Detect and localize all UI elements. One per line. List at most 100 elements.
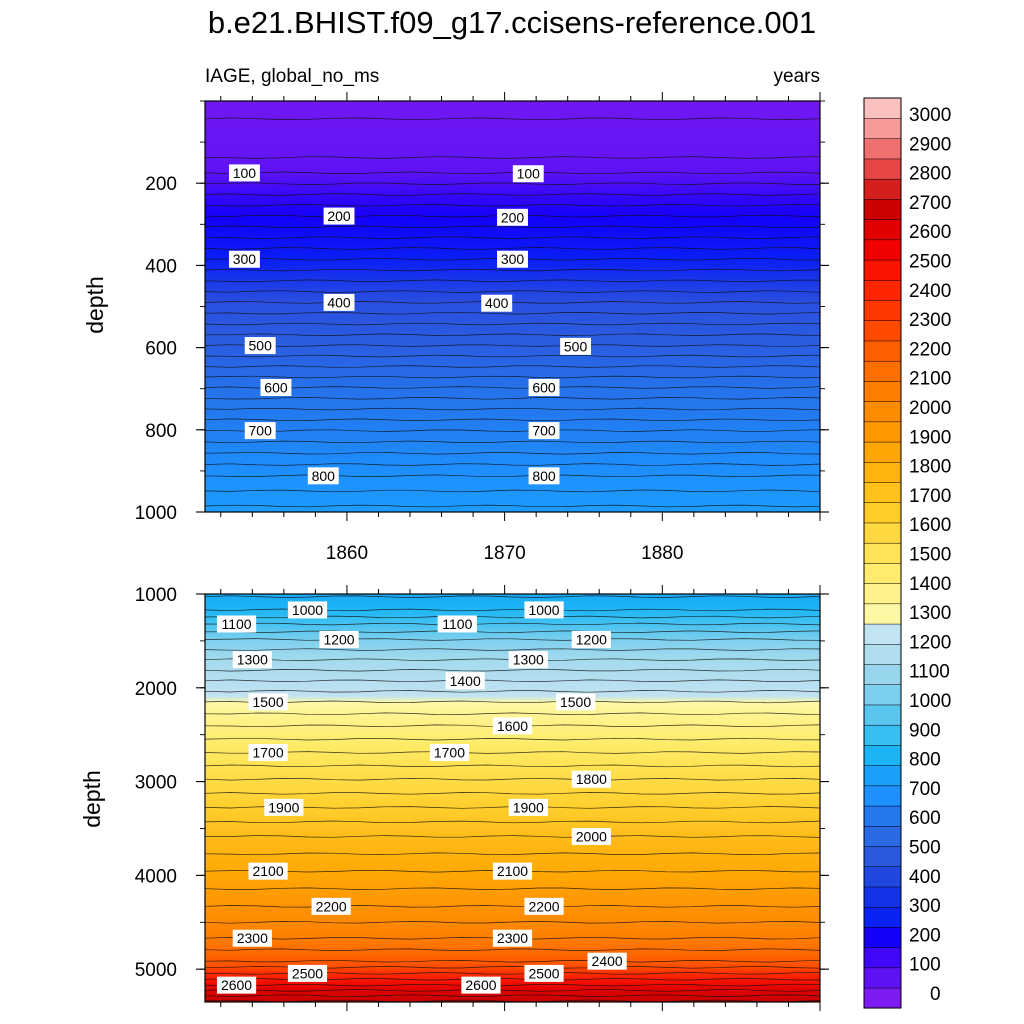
contour-line: [204, 737, 821, 741]
contour-label-box: [319, 630, 359, 648]
contour-label-box: [528, 467, 560, 485]
colorbar-tick-label: 2900: [909, 134, 951, 155]
y-tick-label: 600: [145, 339, 177, 360]
contour-label-text: 1200: [323, 631, 354, 647]
contour-label-box: [571, 770, 611, 788]
contour-label: 200: [323, 207, 355, 225]
colorbar-box: [863, 219, 902, 241]
colorbar-tick-label: 800: [909, 750, 941, 771]
top-y-axis-label: depth: [82, 276, 108, 334]
colorbar-tick-label: 2300: [909, 310, 951, 331]
colorbar-tick-label: 600: [909, 808, 941, 829]
colorbar-box: [863, 603, 902, 625]
colorbar-tick-label: 700: [909, 779, 941, 800]
contour-label-text: 400: [327, 294, 351, 310]
contour-line: [204, 386, 821, 389]
colorbar-box: [863, 623, 902, 645]
contour-line: [204, 921, 821, 924]
contour-line: [204, 397, 821, 400]
contour-label-text: 1100: [442, 616, 472, 632]
contour-label-text: 300: [233, 251, 257, 267]
contour-label-text: 1000: [528, 602, 559, 618]
contour-label-box: [228, 164, 260, 182]
contour-label-text: 700: [532, 423, 556, 439]
contour-label-text: 1700: [252, 745, 283, 761]
colorbar-box: [863, 643, 902, 665]
contour-line: [204, 279, 820, 283]
colorbar-box: [863, 259, 902, 281]
contour-label-text: 1300: [513, 652, 544, 668]
contour-label-box: [445, 672, 485, 690]
colorbar-tick-label: 2200: [909, 339, 951, 360]
contour-label-text: 1500: [252, 694, 283, 710]
colorbar-tick-label: 2600: [909, 222, 951, 243]
contour-label-text: 2400: [592, 953, 623, 969]
contour-label-box: [323, 207, 355, 225]
contour-line: [204, 407, 821, 411]
contour-label-box: [481, 294, 513, 312]
y-tick-label: 1000: [135, 585, 177, 606]
contour-line: [204, 322, 821, 326]
contour-label-box: [437, 615, 477, 633]
contour-label: 2100: [492, 862, 533, 880]
contour-line: [204, 451, 821, 455]
contour-label: 1500: [248, 693, 288, 711]
contour-label: 2000: [571, 827, 611, 845]
contour-label-box: [323, 293, 355, 311]
contour-label-box: [528, 422, 560, 440]
y-tick-label: 800: [145, 421, 177, 442]
contour-label-text: 2600: [221, 977, 252, 993]
left-subtitle: IAGE, global_no_ms: [205, 66, 379, 87]
contour-label-text: 1800: [576, 771, 607, 787]
contour-line: [204, 792, 821, 795]
colorbar-box: [863, 724, 902, 746]
colorbar-tick-label: 1300: [909, 603, 951, 624]
contour-label-box: [287, 964, 328, 982]
colorbar-box: [863, 704, 902, 726]
contour-label-box: [461, 976, 501, 994]
contour-line: [204, 344, 821, 347]
contour-line: [205, 835, 821, 838]
y-tick-label: 3000: [135, 773, 177, 794]
colorbar-box: [863, 178, 902, 200]
colorbar-box: [863, 340, 902, 362]
y-tick-label: 1000: [135, 503, 177, 524]
x-tick-label: 1870: [483, 543, 525, 564]
colorbar-tick-label: 100: [909, 955, 941, 976]
contour-label: 2400: [587, 952, 627, 970]
contour-label-text: 2500: [292, 965, 323, 981]
contour-label-box: [248, 862, 288, 880]
colorbar-tick-label: 1800: [909, 457, 951, 478]
colorbar-box: [863, 785, 902, 807]
colorbar-tick-label: 1400: [909, 574, 951, 595]
contour-label: 1400: [445, 672, 485, 690]
contour-label: 100: [228, 164, 260, 182]
contour-line: [204, 764, 821, 768]
colorbar-box: [863, 481, 902, 503]
colorbar-box: [863, 138, 902, 160]
contour-line: [204, 225, 821, 229]
colorbar-box: [863, 299, 902, 321]
colorbar-box: [863, 380, 902, 402]
colorbar-tick-label: 1600: [909, 515, 951, 536]
contour-label-text: 100: [233, 165, 257, 181]
contour-label-box: [216, 976, 257, 994]
contour-label-box: [497, 208, 528, 226]
colorbar-box: [863, 886, 902, 908]
colorbar-box: [863, 583, 902, 605]
colorbar-box: [863, 967, 902, 989]
contour-line: [204, 290, 821, 293]
colorbar-tick-label: 2400: [909, 281, 951, 302]
contour-line: [204, 463, 821, 466]
contour-label-text: 2100: [252, 863, 283, 879]
contour-label: 1300: [232, 651, 272, 669]
contour-label: 700: [528, 422, 560, 440]
y-tick-label: 4000: [135, 866, 177, 887]
contour-label-box: [492, 717, 533, 735]
contour-label: 1900: [264, 798, 304, 816]
colorbar-tick-label: 0: [930, 984, 941, 1005]
contour-label: 2200: [311, 897, 351, 915]
contour-label: 1200: [319, 630, 359, 648]
panel-fill: [205, 101, 820, 512]
contour-label-text: 800: [532, 468, 556, 484]
